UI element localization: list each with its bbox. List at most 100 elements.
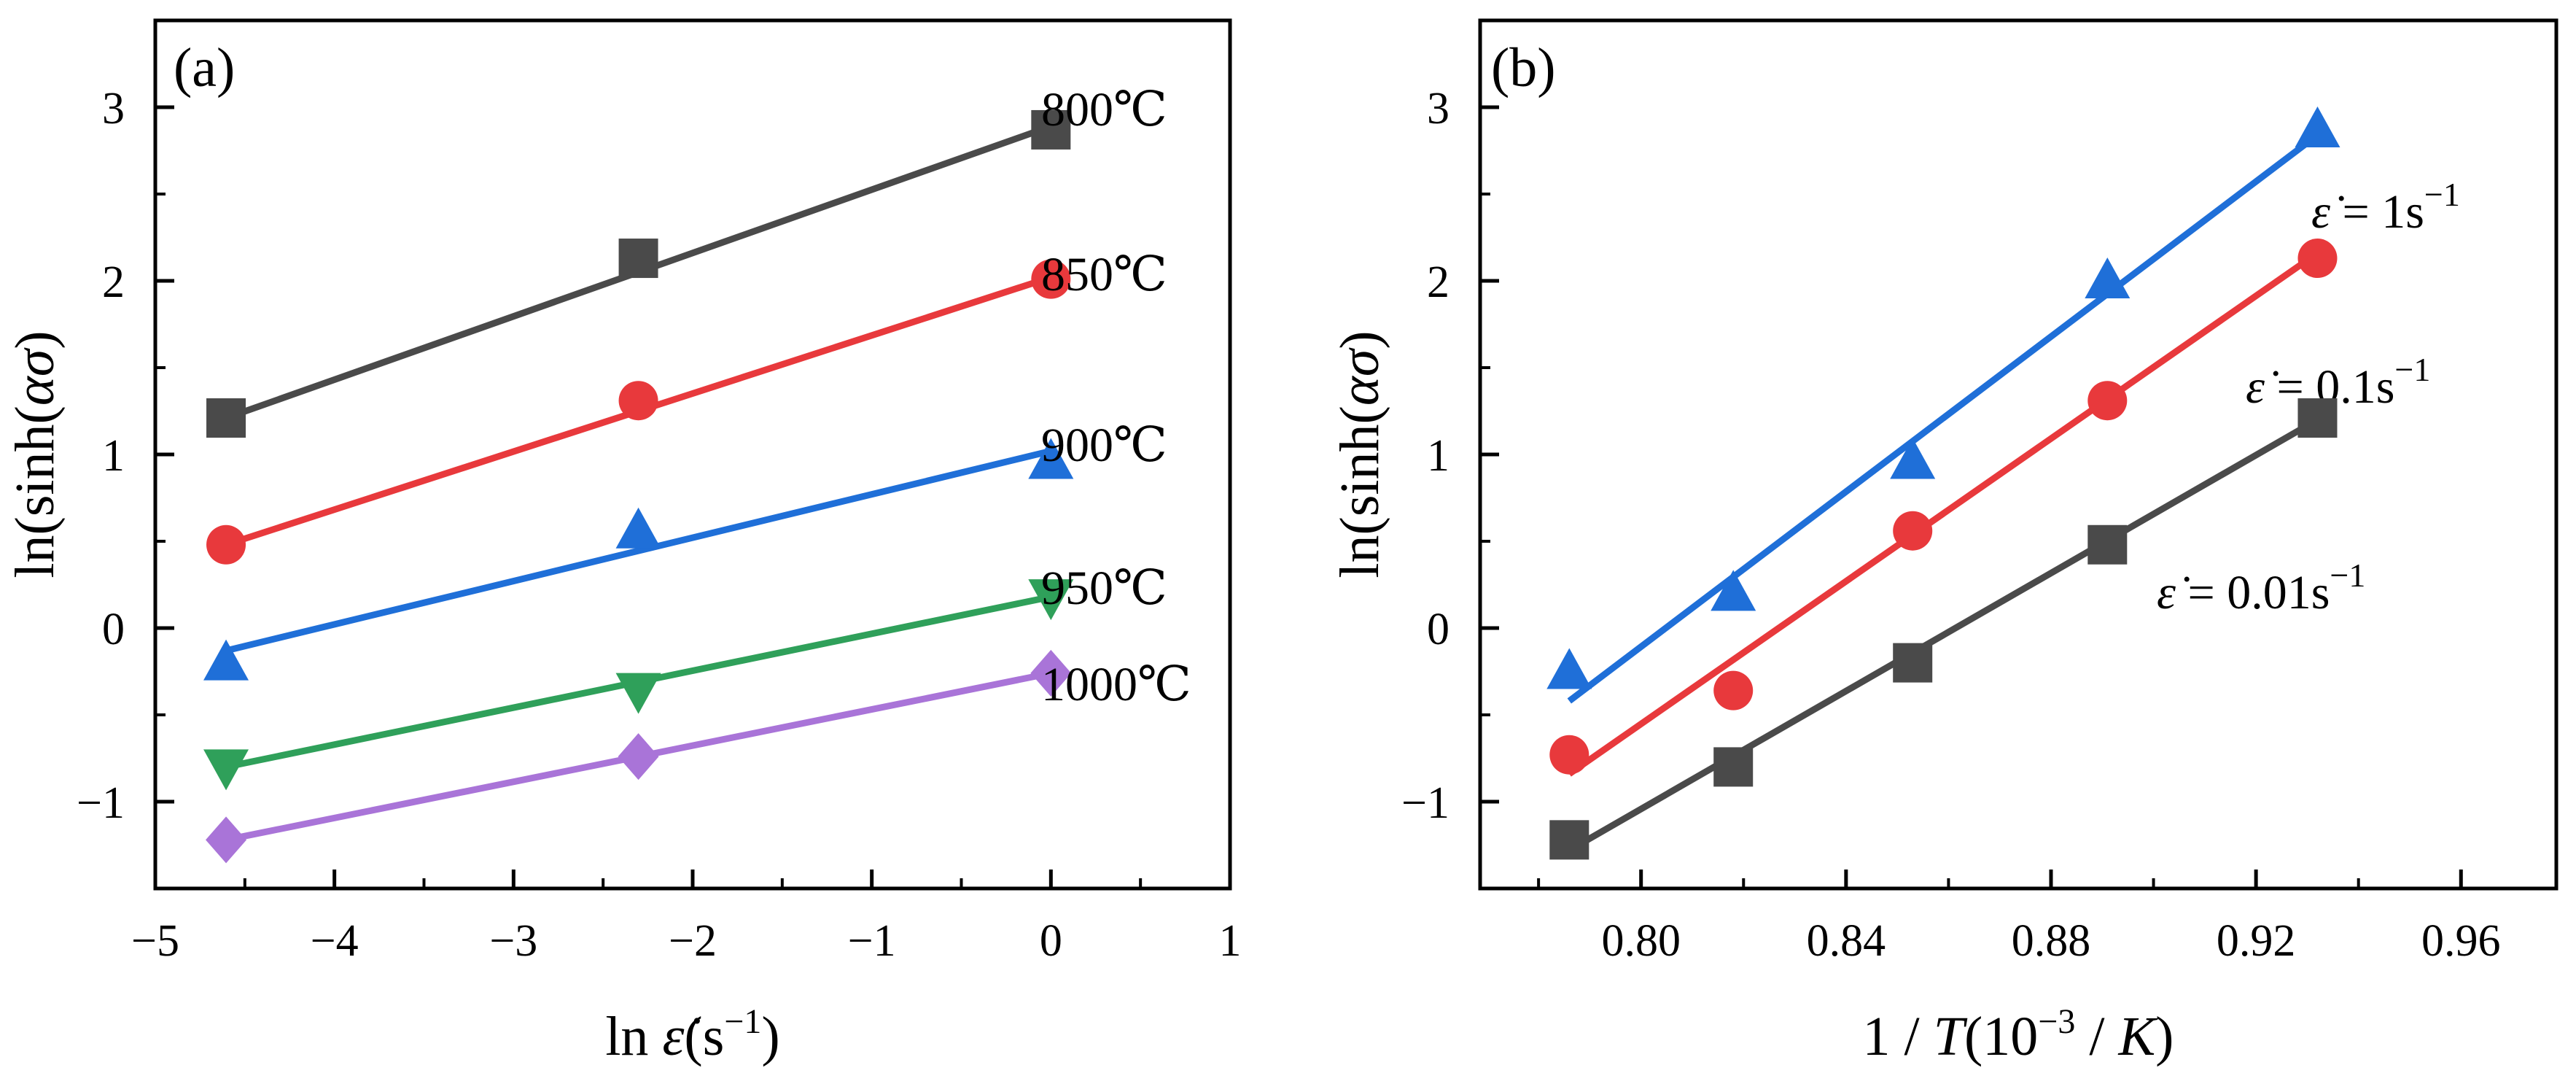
x-axis-title-part: ) xyxy=(761,1006,779,1067)
series-group: ε̇ = 0.01s−1 xyxy=(1549,398,2365,860)
y-tick-label: −1 xyxy=(77,778,125,828)
data-point xyxy=(1713,747,1754,787)
data-point xyxy=(1031,109,1071,150)
series-label: 800℃ xyxy=(1041,83,1167,136)
y-tick-label: 1 xyxy=(1427,431,1450,481)
data-point xyxy=(1028,579,1074,621)
series-group: 850℃ xyxy=(206,248,1167,565)
x-tick-label: 0 xyxy=(1040,916,1062,966)
data-point xyxy=(2297,398,2338,438)
x-axis-title-part: ln xyxy=(605,1006,662,1067)
data-point xyxy=(618,381,658,421)
x-tick-label: −1 xyxy=(848,916,896,966)
series-label: ε̇ = 1s−1 xyxy=(2311,176,2460,239)
series-group: 950℃ xyxy=(203,562,1167,791)
y-axis-title-part: ln(sinh( xyxy=(1329,406,1390,578)
y-axis-title-part: ασ xyxy=(1329,347,1390,406)
x-axis-title-part: T xyxy=(1934,1006,1968,1067)
data-point xyxy=(1893,511,1933,551)
x-axis-title-part: ) xyxy=(2155,1006,2174,1067)
data-point xyxy=(1893,643,1933,683)
data-point xyxy=(206,524,246,565)
data-point xyxy=(615,507,661,549)
y-axis-title-part: ) xyxy=(4,330,66,349)
y-tick-label: 2 xyxy=(102,257,125,307)
data-point xyxy=(206,398,246,438)
x-tick-label: −3 xyxy=(489,916,537,966)
data-point xyxy=(1028,438,1074,479)
y-axis-title-part: ln(sinh( xyxy=(4,406,66,578)
x-axis-title-part: (10 xyxy=(1964,1006,2038,1067)
y-axis-title-part: ) xyxy=(1329,330,1390,349)
data-point xyxy=(2087,524,2128,565)
x-axis-title-part: 1 / xyxy=(1863,1006,1934,1067)
data-point xyxy=(203,639,249,681)
data-point xyxy=(2087,381,2128,421)
series-group: 800℃ xyxy=(206,83,1167,438)
data-point xyxy=(1890,438,1936,479)
series-label: ε̇ = 0.1s−1 xyxy=(2246,351,2430,414)
data-point xyxy=(206,816,247,864)
data-point xyxy=(1546,648,1592,689)
series-label: 1000℃ xyxy=(1041,658,1191,711)
data-point xyxy=(2297,239,2338,279)
y-axis-title: ln(sinh(ασ) xyxy=(1329,330,1390,578)
panel-b-chart: 0.80 0.84 0.88 0.92 0.96 −1 0 1 2 3 (b) ln(sinh(ασ)… xyxy=(1329,18,2559,1067)
x-tick-label: 0.80 xyxy=(1601,916,1681,966)
data-point xyxy=(615,673,661,714)
data-point xyxy=(1711,570,1756,611)
series-label-part: −1 xyxy=(2394,351,2430,388)
data-point xyxy=(2295,106,2340,147)
y-tick-label: 2 xyxy=(1427,257,1450,307)
x-axis-title-part: −1 xyxy=(724,1002,761,1041)
x-tick-label: 0.96 xyxy=(2421,916,2501,966)
data-point xyxy=(1549,820,1589,860)
series-label: 850℃ xyxy=(1041,248,1167,301)
x-tick-label: −5 xyxy=(131,916,179,966)
data-point xyxy=(1031,259,1071,299)
series-label-part: = 1s xyxy=(2330,185,2424,239)
data-point xyxy=(618,733,659,781)
series-group: 1000℃ xyxy=(206,649,1191,864)
fit-line xyxy=(1567,132,2320,704)
fit-line xyxy=(225,447,1052,654)
series-label: 950℃ xyxy=(1041,562,1167,615)
data-point xyxy=(618,239,658,279)
data-point xyxy=(1030,649,1072,697)
data-point xyxy=(1713,670,1754,710)
y-tick-label: −1 xyxy=(1401,778,1450,828)
x-axis-title: ln ε̇(s−1) xyxy=(605,1002,779,1067)
x-axis-title-part: (s xyxy=(684,1006,724,1067)
x-tick-label: 0.92 xyxy=(2217,916,2296,966)
y-axis-title: ln(sinh(ασ) xyxy=(4,330,66,578)
x-axis-title: 1 / T(10−3 / K) xyxy=(1863,1002,2174,1067)
data-point xyxy=(2085,257,2131,298)
x-axis-title-part: / xyxy=(2075,1006,2118,1067)
x-axis-title-part: −3 xyxy=(2038,1002,2075,1041)
series-label: ε̇ = 0.01s−1 xyxy=(2157,557,2365,619)
y-tick-label: 3 xyxy=(102,84,125,133)
series-group: ε̇ = 0.1s−1 xyxy=(1549,239,2430,777)
series-label-part: −1 xyxy=(2424,176,2460,213)
y-axis-title-part: ασ xyxy=(4,347,66,406)
series-group: 900℃ xyxy=(203,419,1167,681)
series-label: 900℃ xyxy=(1041,419,1167,472)
x-tick-label: −2 xyxy=(669,916,717,966)
fit-line xyxy=(1567,250,2320,777)
y-tick-label: 1 xyxy=(102,431,125,481)
plot-frame xyxy=(1478,18,2559,891)
data-point xyxy=(203,749,249,791)
y-tick-label: 0 xyxy=(102,605,125,654)
panel-label: (a) xyxy=(174,37,235,98)
x-tick-label: 1 xyxy=(1219,916,1242,966)
series-label-part: −1 xyxy=(2330,557,2365,594)
y-tick-label: 3 xyxy=(1427,84,1450,133)
series-label-part: = 0.01s xyxy=(2176,566,2330,619)
data-point xyxy=(1549,735,1589,775)
fit-line xyxy=(1568,417,2319,853)
x-tick-label: 0.84 xyxy=(1807,916,1886,966)
panel-label: (b) xyxy=(1491,37,1556,98)
y-tick-label: 0 xyxy=(1427,605,1450,654)
